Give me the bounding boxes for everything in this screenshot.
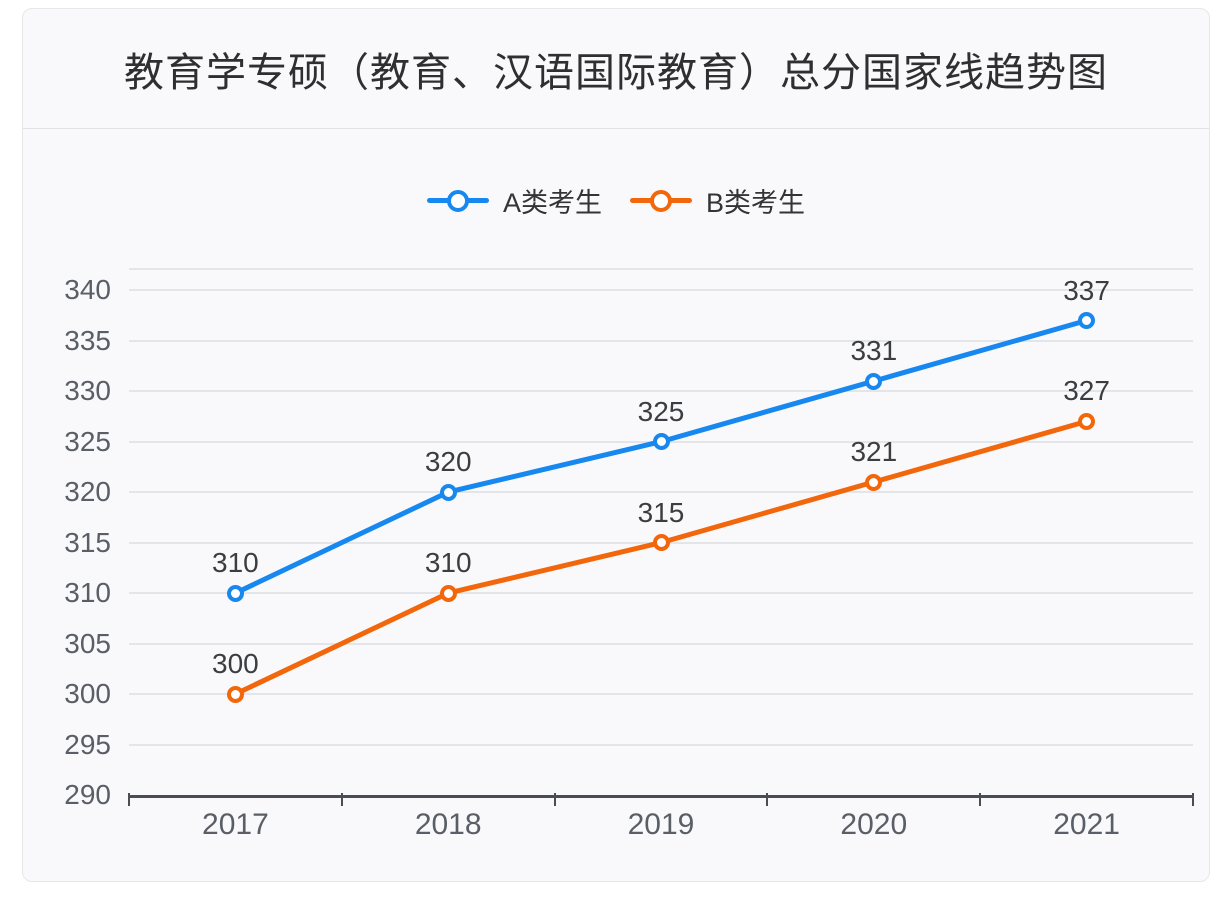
y-axis-label: 295 <box>64 728 111 760</box>
data-point-label: 337 <box>1063 274 1110 306</box>
x-axis-tick <box>128 793 130 806</box>
x-axis-label: 2018 <box>414 808 482 841</box>
y-axis-label: 315 <box>64 526 111 558</box>
y-axis-label: 320 <box>64 476 111 508</box>
gridline <box>129 289 1193 292</box>
data-point-label: 331 <box>850 335 898 367</box>
y-axis-label: 300 <box>64 678 111 709</box>
data-point <box>226 584 244 602</box>
chart-header: 教育学专硕（教育、汉语国际教育）总分国家线趋势图 <box>23 9 1209 129</box>
y-axis-label: 305 <box>64 627 111 659</box>
data-point <box>1078 412 1096 430</box>
legend: A类考生 B类考生 <box>23 181 1209 220</box>
data-point <box>1078 312 1096 329</box>
data-point <box>652 433 670 451</box>
data-point <box>865 473 883 491</box>
y-axis-label: 310 <box>64 577 111 609</box>
x-axis-tick <box>766 793 769 806</box>
legend-circle-a <box>446 189 469 212</box>
x-axis-label: 2017 <box>202 808 269 841</box>
x-axis-tick <box>553 793 556 806</box>
line-circle-marker-icon <box>630 189 692 212</box>
data-point-label: 325 <box>637 395 685 427</box>
gridline <box>129 642 1193 645</box>
x-axis-label: 2019 <box>627 808 695 841</box>
gridline <box>129 339 1193 342</box>
gridline <box>129 693 1193 695</box>
x-axis-label: 2021 <box>1053 808 1120 841</box>
chart-title: 教育学专硕（教育、汉语国际教育）总分国家线趋势图 <box>124 50 1108 95</box>
gridline <box>129 491 1193 494</box>
series-line-1 <box>232 418 1090 697</box>
x-axis-tick <box>340 793 343 806</box>
legend-label-b: B类考生 <box>706 188 806 218</box>
data-point-label: 310 <box>424 547 472 579</box>
data-point <box>439 483 457 501</box>
x-axis-tick <box>979 793 982 806</box>
data-point-label: 320 <box>424 446 472 478</box>
data-point <box>439 584 457 602</box>
chart-card: 教育学专硕（教育、汉语国际教育）总分国家线趋势图 A类考生 B类考生 290 29… <box>22 8 1210 882</box>
plot-grid: 290 295 300 305 310 315 320 325 330 335 340 2017 201… <box>64 268 1194 841</box>
data-point <box>652 534 670 552</box>
legend-item-a[interactable]: A类考生 <box>426 181 602 220</box>
data-point-label: 321 <box>850 436 898 467</box>
y-axis-label: 290 <box>64 779 111 810</box>
gridline <box>129 390 1193 393</box>
legend-item-b[interactable]: B类考生 <box>630 181 805 220</box>
data-point-label: 310 <box>212 547 259 579</box>
x-axis-label: 2020 <box>840 808 908 841</box>
y-axis-label: 330 <box>64 375 111 407</box>
gridline <box>129 592 1193 595</box>
y-axis-label: 340 <box>64 274 111 306</box>
gridline <box>129 743 1193 746</box>
legend-circle-b <box>650 189 672 212</box>
x-axis-tick <box>1192 793 1194 806</box>
y-axis-label: 325 <box>64 425 111 457</box>
data-point-label: 300 <box>212 648 259 679</box>
y-axis-label: 335 <box>64 324 111 356</box>
line-circle-marker-icon <box>426 189 489 212</box>
data-point <box>226 685 244 703</box>
legend-label-a: A类考生 <box>502 188 602 218</box>
data-point-label: 315 <box>637 496 685 528</box>
data-point-label: 327 <box>1063 375 1110 407</box>
series-lines <box>232 318 1090 697</box>
data-point <box>865 372 883 390</box>
